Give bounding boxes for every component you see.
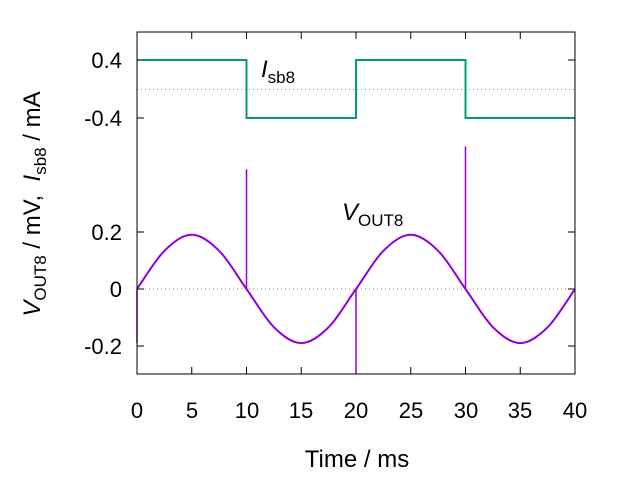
x-tick-label: 25 [399, 398, 423, 423]
y-tick-label: 0.4 [91, 48, 122, 73]
y-label-i-symbol: I [19, 174, 46, 181]
y-label-v-unit: / mV, [19, 181, 46, 255]
x-tick-labels: 0 5 10 15 20 25 30 35 40 [131, 398, 587, 423]
x-tick-label: 20 [344, 398, 368, 423]
annotation-vout8: VOUT8 [342, 199, 403, 230]
y-tick-label: -0.4 [84, 106, 122, 131]
x-tick-label: 35 [508, 398, 532, 423]
y-tick-labels: 0.4 -0.4 0.2 0 -0.2 [84, 48, 122, 359]
annotation-isb8: Isb8 [261, 56, 295, 87]
x-tick-label: 40 [563, 398, 587, 423]
x-tick-label: 10 [235, 398, 259, 423]
x-tick-label: 5 [186, 398, 198, 423]
x-tick-label: 30 [454, 398, 478, 423]
annotation-vout8-sub: OUT8 [358, 211, 403, 230]
x-axis-label: Time / ms [305, 446, 409, 473]
y-label-v-symbol: V [19, 299, 46, 317]
y-tick-label: 0 [110, 277, 122, 302]
x-tick-label: 15 [289, 398, 313, 423]
annotation-isb8-symbol: I [261, 56, 268, 83]
series-current-line [137, 59, 575, 119]
y-axis-label: VOUT8 / mV, Isb8 / mA [19, 91, 50, 316]
y-label-v-sub: OUT8 [31, 255, 50, 300]
x-tick-label: 0 [131, 398, 143, 423]
plot-frame [136, 31, 576, 375]
y-label-i-sub: sb8 [31, 147, 50, 174]
annotation-isb8-sub: sb8 [268, 68, 295, 87]
y-tick-label: 0.2 [91, 220, 122, 245]
reference-lines [137, 89, 575, 290]
y-tick-label: -0.2 [84, 334, 122, 359]
y-label-i-unit: / mA [19, 91, 46, 147]
annotation-vout8-symbol: V [342, 199, 360, 226]
